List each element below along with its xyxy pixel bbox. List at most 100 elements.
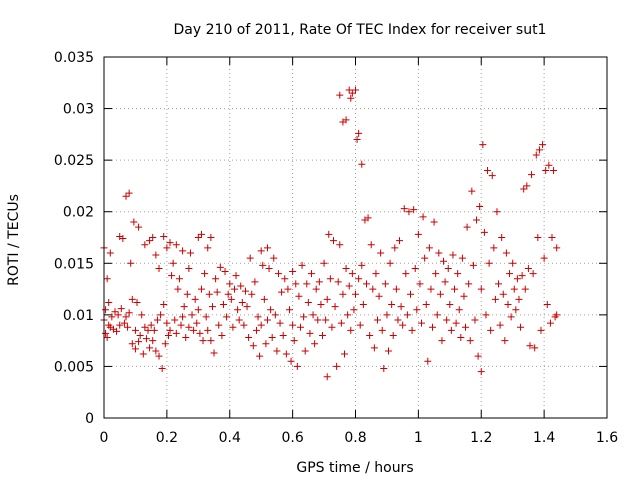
data-point [120,319,128,327]
data-point [352,86,359,94]
data-point [149,337,157,345]
data-point [515,295,523,303]
data-point [523,182,531,190]
data-point [468,187,476,195]
data-point [400,205,408,213]
data-point [141,323,149,331]
data-point [199,337,207,345]
data-point [337,319,345,327]
data-point [524,264,532,272]
data-point [102,329,110,337]
data-point [504,301,512,309]
data-point [537,326,545,334]
data-point [204,244,212,252]
data-point [465,280,473,288]
data-point [188,311,196,319]
data-point [309,311,317,319]
data-point [232,272,240,280]
data-point [303,280,311,288]
data-point [213,288,221,296]
data-point [535,146,543,154]
data-point [328,323,336,331]
data-point [125,309,133,317]
data-point [180,303,188,311]
data-point [521,285,529,293]
data-point [378,326,386,334]
data-point [458,254,466,262]
x-tick-label: 0.2 [156,430,178,446]
data-point [466,337,474,345]
data-point [432,270,440,278]
data-point [548,234,556,241]
data-point [355,129,363,137]
data-point [241,287,249,295]
data-point [273,347,281,355]
data-point [144,326,152,334]
data-point [293,362,301,370]
data-point [197,285,205,293]
data-point [111,308,119,316]
data-point [532,151,540,159]
y-tick-label: 0.025 [54,153,94,169]
data-point [418,319,426,327]
data-point [301,347,309,355]
data-point [141,241,149,249]
data-point [131,326,139,334]
data-point [196,329,204,337]
data-point [451,285,459,293]
data-point [389,331,397,339]
data-point [482,311,490,319]
data-point [314,316,322,324]
data-point [122,313,130,321]
y-tick-label: 0.02 [63,205,94,221]
data-point [414,230,422,238]
data-point [355,275,363,283]
data-point [318,331,326,339]
data-point [240,321,248,329]
data-point [287,357,295,365]
data-point [396,237,404,245]
data-point [394,316,402,324]
data-point [446,301,454,309]
grid-lines [104,57,607,418]
data-point [103,275,111,283]
data-point [484,166,492,174]
data-point [312,285,320,293]
data-point [260,295,268,303]
data-point [510,285,518,293]
y-tick-label: 0.015 [54,256,94,272]
data-point [383,311,391,319]
data-point [407,290,415,298]
data-point [124,323,132,331]
data-point [322,316,330,324]
data-point [315,278,323,286]
data-point [292,280,300,288]
data-point [204,326,212,334]
data-point [512,306,520,314]
data-point [424,357,432,365]
data-point [172,329,180,337]
data-point [125,189,133,197]
data-point [279,331,287,339]
data-point [278,288,286,296]
data-point [518,272,526,280]
data-point [155,352,163,360]
data-point [336,91,344,99]
x-axis-ticks: 0 0.2 0.4 0.6 0.8 1 1.2 1.4 1.6 [100,57,618,446]
data-point [490,244,498,252]
data-point [246,254,254,262]
data-point [377,249,385,257]
y-axis-label: ROTI / TECUs [6,194,22,286]
data-point [452,319,460,327]
data-point [348,89,356,97]
data-point [251,278,259,286]
data-point [344,311,352,319]
data-point [438,337,446,345]
data-point [507,313,515,321]
data-point [430,218,438,226]
data-point [221,268,229,276]
data-point [513,275,521,283]
data-point [160,232,168,240]
data-point [135,338,143,346]
